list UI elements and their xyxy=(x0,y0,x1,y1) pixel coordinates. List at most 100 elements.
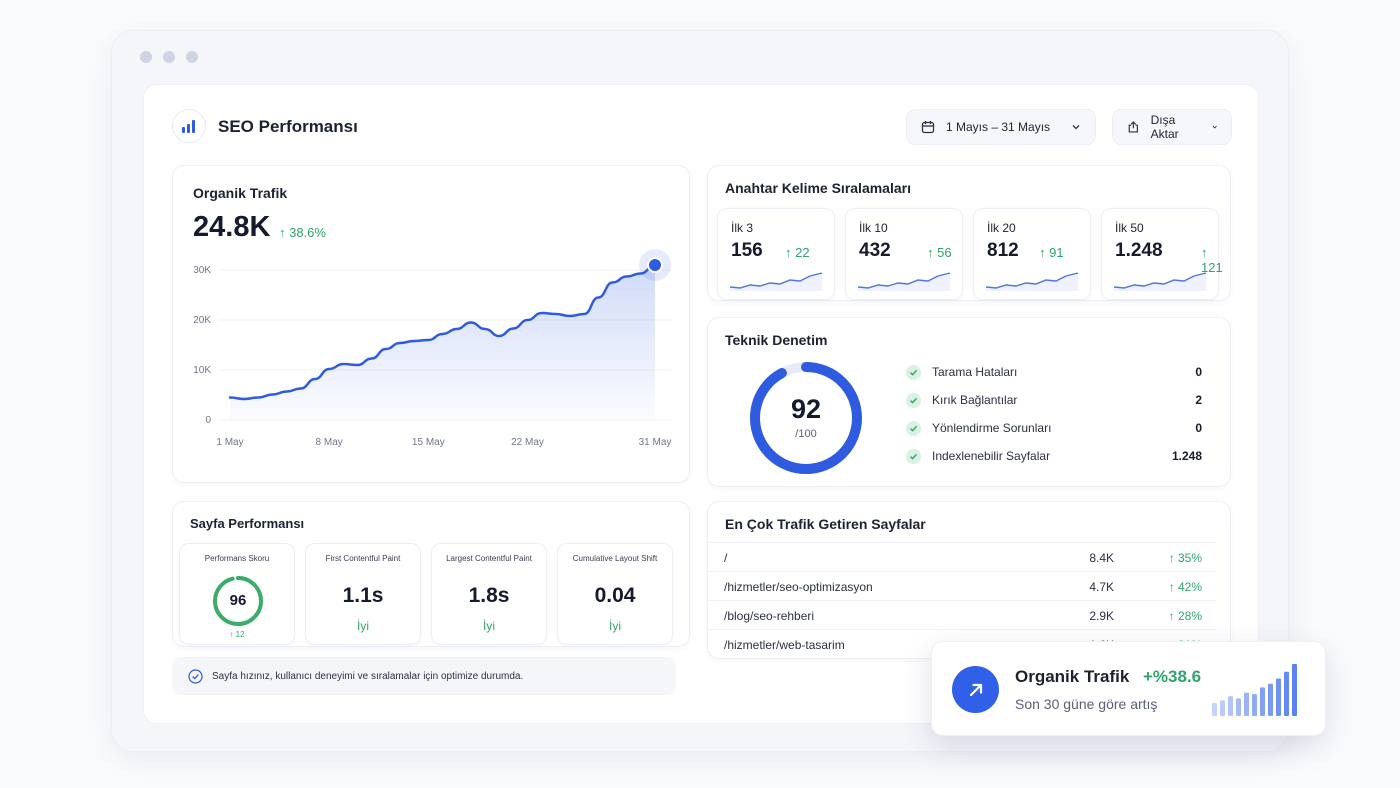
keyword-sparkline xyxy=(986,272,1079,291)
table-row[interactable]: /hizmetler/seo-optimizasyon 4.7K ↑ 42% xyxy=(708,571,1216,600)
organic-traffic-card: Organik Trafik 24.8K ↑ 38.6% 0 10K 20K 30K 1… xyxy=(172,165,690,483)
calendar-icon xyxy=(921,121,935,134)
metric-value: 1.1s xyxy=(342,584,384,607)
caret-down-icon xyxy=(1212,125,1217,129)
x-tick-label: 31 May xyxy=(639,437,672,448)
page-performance-title: Sayfa Performansı xyxy=(190,516,305,531)
keyword-card-label: İlk 20 xyxy=(987,221,1016,235)
last-data-point[interactable] xyxy=(647,257,663,273)
keyword-rankings-title: Anahtar Kelime Sıralamaları xyxy=(725,180,911,196)
page-path[interactable]: /hizmetler/web-tasarim xyxy=(724,638,845,652)
organic-traffic-value: 24.8K xyxy=(193,211,271,243)
page-path[interactable]: /blog/seo-rehberi xyxy=(724,609,815,623)
page-visits: 8.4K xyxy=(1089,551,1114,565)
keyword-sparkline xyxy=(1114,272,1207,291)
check-icon xyxy=(906,420,921,436)
summary-bar xyxy=(1276,678,1281,716)
summary-bar xyxy=(1284,671,1289,716)
table-row[interactable]: /blog/seo-rehberi 2.9K ↑ 28% xyxy=(708,600,1216,629)
x-tick-label: 1 May xyxy=(216,437,243,448)
page-performance-card: Sayfa Performansı Performans Skoru 96 ↑ … xyxy=(172,501,690,647)
traffic-area-fill xyxy=(230,265,655,420)
page-change: ↑ 28% xyxy=(1168,609,1202,623)
keyword-card-delta: ↑ 91 xyxy=(1039,245,1064,260)
keyword-card-delta: ↑ 56 xyxy=(927,245,952,260)
page-change: ↑ 42% xyxy=(1168,580,1202,594)
metric-label: Largest Contentful Paint xyxy=(446,554,532,563)
y-tick-label: 10K xyxy=(193,365,211,376)
audit-score-ring xyxy=(750,362,862,474)
window-dot-maximize[interactable] xyxy=(186,51,198,63)
bar-chart-icon xyxy=(182,120,195,133)
audit-item-value: 1.248 xyxy=(1171,449,1202,463)
metric-label: Cumulative Layout Shift xyxy=(572,554,658,563)
page-path[interactable]: / xyxy=(724,551,728,565)
keyword-card: İlk 50 1.248 ↑ 121 xyxy=(1101,208,1223,300)
summary-bar xyxy=(1244,692,1249,716)
x-tick-label: 15 May xyxy=(412,437,445,448)
audit-row: Kırık Bağlantılar 2 xyxy=(906,390,1202,410)
summary-title: Organik Trafik xyxy=(1015,667,1130,686)
traffic-area-chart: 0 10K 20K 30K 1 May 8 May 15 May 22 May 31 May xyxy=(193,249,672,448)
performance-metric-card: Cumulative Layout Shift 0.04 İyi xyxy=(557,543,673,645)
audit-row: Yönlendirme Sorunları 0 xyxy=(906,418,1202,438)
keyword-card-label: İlk 10 xyxy=(859,221,888,235)
y-tick-label: 0 xyxy=(205,415,211,426)
x-tick-label: 8 May xyxy=(316,437,343,448)
organic-traffic-delta: ↑ 38.6% xyxy=(279,225,326,240)
arrow-up-right-icon xyxy=(969,683,982,696)
x-tick-label: 22 May xyxy=(511,437,544,448)
optimization-note: Sayfa hızınız, kullanıcı deneyimi ve sır… xyxy=(172,657,676,695)
keyword-sparkline xyxy=(730,272,823,291)
page-visits: 2.9K xyxy=(1089,609,1114,623)
summary-bar xyxy=(1212,703,1217,716)
page-visits: 4.7K xyxy=(1089,580,1114,594)
summary-bar xyxy=(1228,696,1233,716)
y-tick-label: 20K xyxy=(193,315,211,326)
summary-bar xyxy=(1220,700,1225,716)
metric-label: First Contentful Paint xyxy=(325,554,401,563)
audit-item-value: 2 xyxy=(1195,393,1202,407)
keyword-card-value: 1.248 xyxy=(1115,240,1163,261)
performance-metric-card: First Contentful Paint 1.1s İyi xyxy=(305,543,421,645)
page-path[interactable]: /hizmetler/seo-optimizasyon xyxy=(724,580,873,594)
dashboard-panel: SEO Performansı 1 Mayıs – 31 Mayıs Dışa … xyxy=(143,84,1259,724)
performance-score-label: Performans Skoru xyxy=(204,554,270,563)
window-dot-close[interactable] xyxy=(140,51,152,63)
performance-score-delta: ↑ 12 xyxy=(229,630,245,639)
app-logo xyxy=(172,109,206,143)
keyword-card-value: 156 xyxy=(731,240,763,261)
window-controls xyxy=(140,51,198,63)
app-window: SEO Performansı 1 Mayıs – 31 Mayıs Dışa … xyxy=(111,30,1289,752)
keyword-card-value: 432 xyxy=(859,240,891,261)
organic-traffic-title: Organik Trafik xyxy=(193,185,288,201)
audit-row: Tarama Hataları 0 xyxy=(906,362,1202,382)
top-pages-card: En Çok Trafik Getiren Sayfalar / 8.4K ↑ 35… xyxy=(707,501,1231,659)
share-export-icon xyxy=(1128,121,1138,133)
check-icon xyxy=(906,448,921,464)
window-dot-minimize[interactable] xyxy=(163,51,175,63)
export-button[interactable]: Dışa Aktar xyxy=(1112,109,1232,145)
top-pages-title: En Çok Trafik Getiren Sayfalar xyxy=(725,516,926,532)
summary-bar xyxy=(1236,698,1241,716)
metric-value: 0.04 xyxy=(594,584,636,607)
keyword-card-value: 812 xyxy=(987,240,1019,261)
performance-metric-card: Largest Contentful Paint 1.8s İyi xyxy=(431,543,547,645)
metric-status: İyi xyxy=(357,619,369,633)
summary-bar xyxy=(1292,664,1297,716)
keyword-card: İlk 10 432 ↑ 56 xyxy=(845,208,963,300)
performance-score-card: Performans Skoru 96 ↑ 12 xyxy=(179,543,295,645)
keyword-card-delta: ↑ 121 xyxy=(1201,245,1223,275)
keyword-rankings-card: Anahtar Kelime Sıralamaları İlk 3 156 ↑ 22… xyxy=(707,165,1231,301)
audit-row: Indexlenebilir Sayfalar 1.248 xyxy=(906,446,1202,466)
summary-bar xyxy=(1268,683,1273,716)
audit-item-label: Tarama Hataları xyxy=(932,365,1018,379)
summary-bar xyxy=(1252,694,1257,716)
check-circle-icon xyxy=(188,668,203,684)
table-row[interactable]: / 8.4K ↑ 35% xyxy=(708,542,1216,571)
keyword-card: İlk 20 812 ↑ 91 xyxy=(973,208,1091,300)
date-range-picker[interactable]: 1 Mayıs – 31 Mayıs xyxy=(906,109,1096,145)
page-change: ↑ 35% xyxy=(1168,551,1202,565)
audit-item-label: Kırık Bağlantılar xyxy=(932,393,1018,407)
metric-status: İyi xyxy=(483,619,495,633)
